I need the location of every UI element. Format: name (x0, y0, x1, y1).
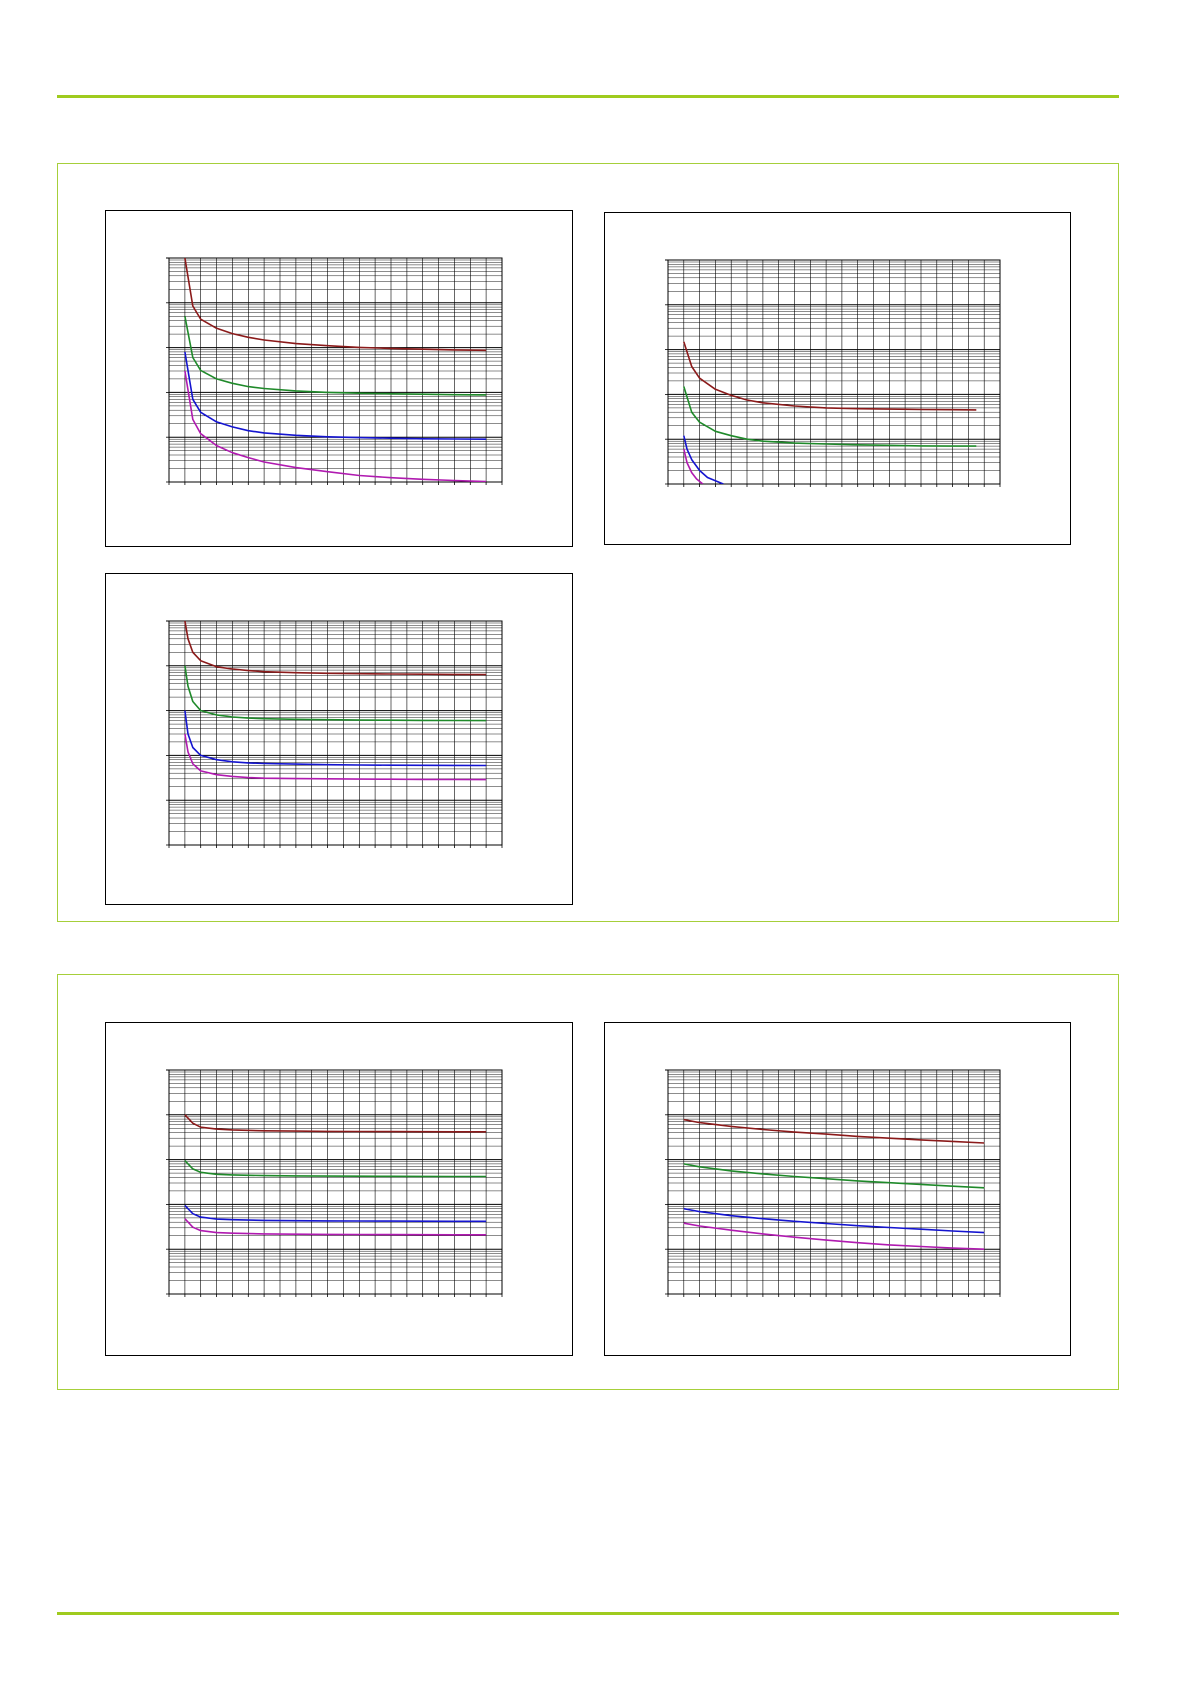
series-line-4 (683, 448, 704, 484)
series-line-2 (184, 665, 487, 722)
series-line-2 (683, 386, 977, 447)
bottom-accent-rule (57, 1612, 1119, 1615)
plot-area-border (168, 620, 503, 846)
series-line-1 (184, 1114, 487, 1133)
chart-frame-1 (105, 210, 573, 547)
chart-frame-2 (604, 212, 1071, 545)
chart-panel-lower (57, 974, 1119, 1390)
chart-frame-3 (105, 573, 573, 905)
chart-panel-upper (57, 163, 1119, 922)
series-line-2 (683, 1163, 985, 1189)
chart-grid (166, 1069, 503, 1297)
series-line-3 (184, 1204, 487, 1223)
series-line-1 (184, 621, 487, 676)
chart-svg (166, 257, 503, 485)
series-line-1 (683, 1118, 985, 1144)
series-line-3 (184, 351, 487, 440)
chart-frame-4 (105, 1022, 573, 1356)
series-line-3 (683, 1207, 985, 1234)
plot-area-border (168, 257, 503, 483)
series-line-1 (683, 341, 977, 411)
plot-area-border (667, 1069, 1001, 1295)
chart-grid (665, 1069, 1001, 1297)
chart-grid (166, 257, 503, 485)
series-line-2 (184, 316, 487, 396)
series-line-3 (184, 710, 487, 767)
series-line-4 (184, 370, 487, 482)
chart-frame-5 (604, 1022, 1071, 1356)
chart-svg (166, 620, 503, 848)
chart-svg (166, 1069, 503, 1297)
plot-area-border (168, 1069, 503, 1295)
chart-svg (665, 1069, 1001, 1297)
chart-svg (665, 259, 1001, 487)
series-line-3 (683, 435, 724, 484)
series-line-2 (184, 1160, 487, 1178)
series-line-4 (184, 733, 487, 781)
series-line-4 (184, 1218, 487, 1236)
plot-area-border (667, 259, 1001, 485)
top-accent-rule (57, 95, 1119, 98)
series-line-1 (184, 258, 487, 352)
chart-grid (166, 620, 503, 848)
chart-grid (665, 259, 1001, 487)
series-line-4 (683, 1222, 985, 1250)
